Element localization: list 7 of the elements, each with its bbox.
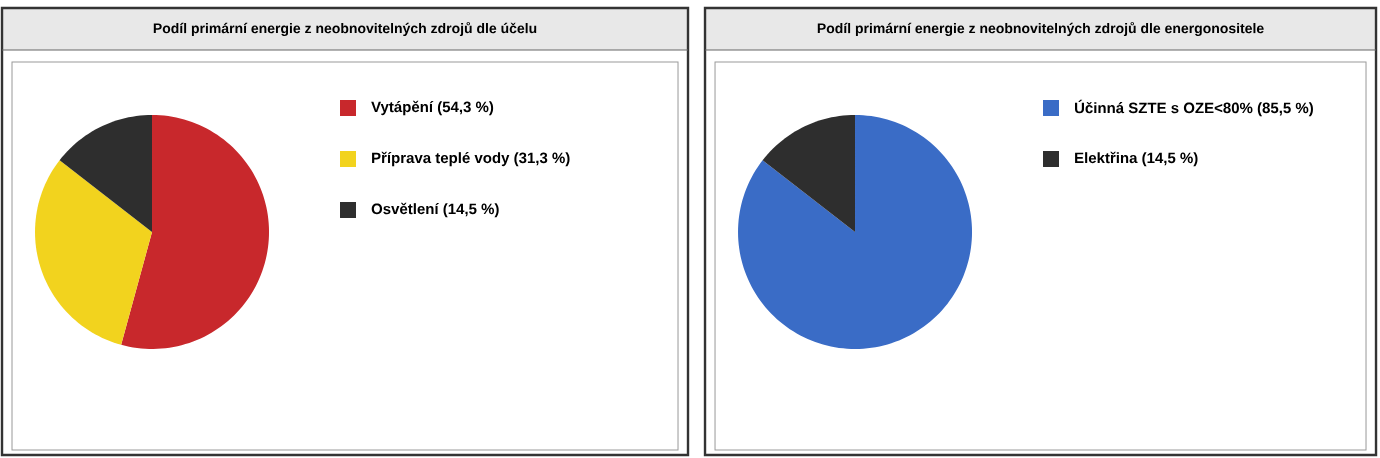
chart-title: Podíl primární energie z neobnovitelných zdrojů dle účelu bbox=[153, 21, 537, 37]
legend-label: Elektřina (14,5 %) bbox=[1075, 151, 1198, 167]
chart-title: Podíl primární energie z neobnovitelných zdrojů dle energonositele bbox=[817, 21, 1264, 37]
legend-label: Účinná SZTE s OZE<80% (85,5 %) bbox=[1075, 99, 1313, 117]
legend-label: Vytápění (54,3 %) bbox=[371, 100, 494, 116]
legend-label: Příprava teplé vody (31,3 %) bbox=[372, 151, 570, 167]
legend-label: Osvětlení (14,5 %) bbox=[371, 202, 499, 218]
